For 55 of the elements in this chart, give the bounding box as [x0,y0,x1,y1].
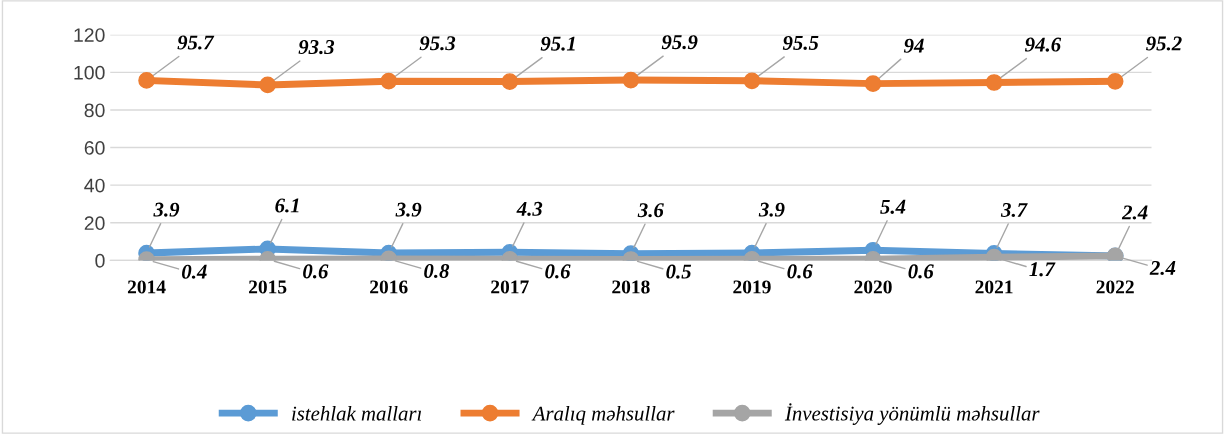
data-label: 95.5 [782,35,819,50]
data-label: 2.4 [1149,260,1176,276]
data-label: 0.5 [666,264,692,279]
y-tick-label: 20 [84,216,105,231]
x-tick-label: 2016 [370,280,408,294]
x-tick-label: 2019 [733,280,771,294]
y-tick-label: 120 [74,28,105,42]
data-label: 0.6 [787,264,813,279]
data-label: 6.1 [275,198,299,213]
point [380,72,398,90]
point [501,73,519,90]
y-tick-label: 100 [74,65,105,80]
legend-label: İnvestisiya yönümlü məhsullar [784,403,1040,425]
point [138,72,155,89]
data-label: 95.9 [661,35,698,50]
y-tick-label: 80 [84,103,105,118]
data-label: 95.2 [1146,36,1182,51]
point [622,71,640,89]
data-label: 95.1 [540,36,575,51]
point [985,74,1003,91]
data-label: 0.8 [424,263,450,279]
data-label: 3.9 [153,202,180,217]
data-label: 5.4 [880,199,906,214]
point [743,72,761,90]
data-label: 0.6 [908,264,934,279]
data-label: 93.3 [298,40,335,55]
x-tick-label: 2015 [249,280,287,294]
x-tick-label: 2022 [1096,280,1134,294]
x-tick-label: 2021 [975,280,1013,294]
data-label: 2.4 [1121,205,1148,220]
data-label: 0.4 [182,264,207,279]
data-label: 0.6 [545,264,571,279]
data-label: 95.3 [419,36,456,51]
point [259,76,276,94]
x-tick-label: 2020 [854,280,892,294]
data-label: 4.3 [516,201,543,216]
data-label: 94 [903,38,924,53]
y-tick-label: 0 [95,253,105,268]
x-tick-label: 2018 [612,280,650,294]
legend-label: Aralıq məhsullar [531,405,675,425]
y-tick-label: 60 [84,141,105,155]
data-label: 1.7 [1029,262,1056,277]
x-tick-label: 2017 [491,280,529,294]
data-label: 3.9 [395,202,422,217]
data-label: 0.6 [303,264,329,279]
point [1106,73,1124,90]
data-label: 3.7 [1000,202,1028,218]
y-tick-label: 40 [84,178,105,193]
data-label: 94.6 [1024,37,1062,52]
point [864,75,882,92]
data-label: 95.7 [177,35,215,50]
x-tick-label: 2014 [127,280,166,294]
data-label: 3.6 [637,203,664,218]
legend-label: istehlak malları [292,405,422,421]
data-label: 3.9 [758,202,785,217]
